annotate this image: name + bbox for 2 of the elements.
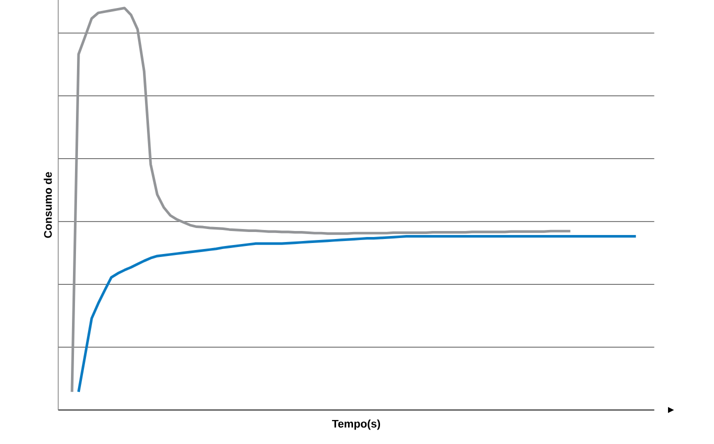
- y-axis-title: Consumo de: [44, 172, 52, 238]
- x-axis-title: Tempo(s): [332, 420, 380, 430]
